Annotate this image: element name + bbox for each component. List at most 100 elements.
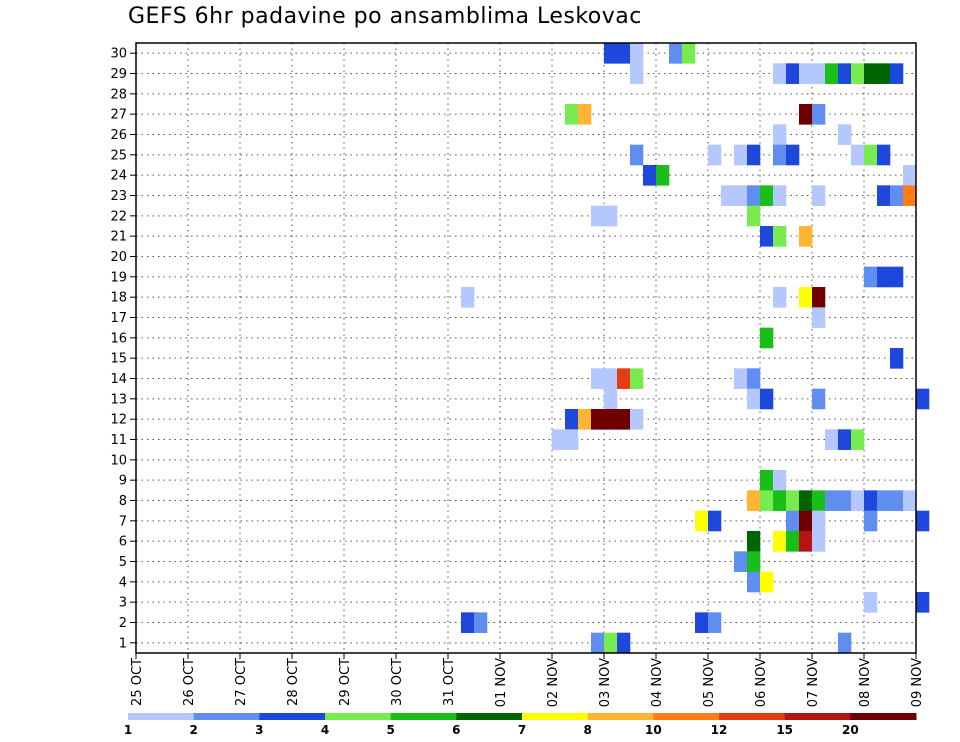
y-tick-label: 30 <box>110 47 127 62</box>
heatmap-cell <box>682 43 696 64</box>
legend-swatch <box>128 713 195 720</box>
heatmap-cell <box>760 226 774 247</box>
heatmap-cell <box>916 510 930 532</box>
grid-lines <box>136 43 916 653</box>
y-tick-label: 27 <box>110 108 127 123</box>
plot-frame <box>135 42 917 654</box>
heatmap-cell <box>877 490 891 511</box>
x-tick-label: 09 NOV <box>910 658 925 707</box>
heatmap-cell <box>773 63 787 84</box>
heatmap-cell <box>747 490 761 511</box>
legend-label: 5 <box>386 723 394 737</box>
y-tick-label: 29 <box>110 67 127 82</box>
heatmap-cell <box>760 327 774 349</box>
heatmap-cell <box>916 388 930 410</box>
heatmap-cell <box>773 531 787 552</box>
heatmap-cell <box>747 551 761 572</box>
legend-label: 8 <box>583 723 591 737</box>
legend-swatch <box>259 713 326 720</box>
heatmap-cell <box>604 205 618 227</box>
heatmap-cell <box>877 63 891 84</box>
legend-label: 10 <box>645 723 662 737</box>
legend-swatch <box>390 713 457 720</box>
heatmap-cell <box>877 144 891 166</box>
y-tick-label: 5 <box>119 555 127 570</box>
heatmap-cell <box>851 63 865 84</box>
y-tick-label: 12 <box>110 413 127 428</box>
y-tick-label: 8 <box>119 494 127 509</box>
heatmap-cell <box>864 510 878 532</box>
x-axis: 25 OCT 26 OCT 27 OCT 28 OCT 29 OCT 30 OCT 31 O… <box>130 653 925 707</box>
x-tick-label: 30 OCT <box>390 658 405 706</box>
heatmap-cell <box>747 205 761 227</box>
y-tick-label: 11 <box>110 433 127 448</box>
legend-swatch <box>653 713 720 720</box>
heatmap-cell <box>851 490 865 511</box>
heatmap-cell <box>604 388 618 410</box>
y-tick-label: 19 <box>110 270 127 285</box>
heatmap-cell <box>734 185 748 206</box>
heatmap-cells <box>461 43 930 654</box>
heatmap-cell <box>812 531 826 552</box>
color-legend: 1 2 3 4 5 6 7 8 10 12 15 20 <box>124 713 917 737</box>
legend-swatch <box>719 713 786 720</box>
heatmap-cell <box>747 144 761 166</box>
heatmap-cell <box>656 165 670 186</box>
heatmap-cell <box>604 43 618 64</box>
heatmap-cell <box>630 43 644 64</box>
heatmap-cell <box>617 43 631 64</box>
heatmap-cell <box>773 185 787 206</box>
heatmap-cell <box>760 388 774 410</box>
heatmap-cell <box>838 429 852 450</box>
x-tick-label: 26 OCT <box>182 658 197 706</box>
heatmap-cell <box>786 144 800 166</box>
x-tick-label: 05 NOV <box>702 658 717 707</box>
heatmap-cell <box>552 429 566 450</box>
heatmap-cell <box>578 409 592 430</box>
heatmap-cell <box>760 490 774 511</box>
chart-title: GEFS 6hr padavine po ansamblima Leskovac <box>128 4 642 29</box>
heatmap-cell <box>838 124 852 145</box>
legend-swatch <box>587 713 654 720</box>
x-tick-label: 07 NOV <box>806 658 821 707</box>
x-tick-label: 03 NOV <box>598 658 613 707</box>
y-tick-label: 17 <box>110 311 127 326</box>
x-tick-label: 01 NOV <box>494 658 509 707</box>
heatmap-cell <box>890 63 904 84</box>
heatmap-cell <box>812 185 826 206</box>
heatmap-cell <box>747 388 761 410</box>
legend-swatch <box>850 713 917 720</box>
y-tick-label: 28 <box>110 87 127 102</box>
y-tick-label: 22 <box>110 209 127 224</box>
heatmap-cell <box>864 490 878 511</box>
y-tick-label: 4 <box>119 575 127 590</box>
legend-label: 15 <box>776 723 793 737</box>
heatmap-cell <box>903 185 917 206</box>
heatmap-cell <box>786 490 800 511</box>
heatmap-cell <box>786 63 800 84</box>
heatmap-cell <box>604 409 618 430</box>
heatmap-cell <box>890 266 904 288</box>
x-tick-label: 06 NOV <box>754 658 769 707</box>
heatmap-cell <box>799 510 813 532</box>
heatmap-cell <box>838 490 852 511</box>
y-tick-label: 14 <box>110 372 127 387</box>
heatmap-cell <box>461 287 475 308</box>
x-tick-label: 04 NOV <box>650 658 665 707</box>
x-tick-label: 08 NOV <box>858 658 873 707</box>
y-tick-label: 18 <box>110 291 127 306</box>
heatmap-cell <box>812 63 826 84</box>
heatmap-cell <box>890 185 904 206</box>
heatmap-cell <box>617 409 631 430</box>
y-tick-label: 25 <box>110 148 127 163</box>
heatmap-cell <box>851 144 865 166</box>
y-tick-label: 10 <box>110 453 127 468</box>
heatmap-cell <box>747 185 761 206</box>
heatmap-cell <box>669 43 683 64</box>
legend-label: 3 <box>255 723 263 737</box>
heatmap-cell <box>734 551 748 572</box>
legend-label: 6 <box>452 723 460 737</box>
legend-label: 4 <box>321 723 329 737</box>
heatmap-cell <box>890 490 904 511</box>
